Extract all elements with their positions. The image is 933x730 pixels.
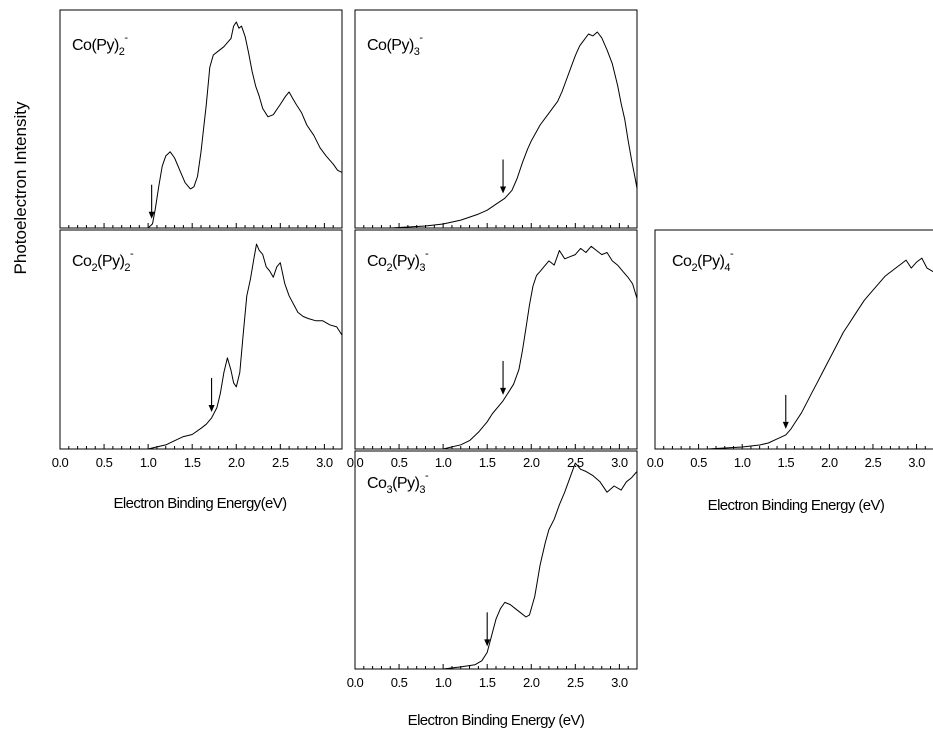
panel-co-py2: Co(Py)2- (59, 9, 343, 229)
panel-co2-py2: Co2(Py)2- 0.0 0.5 1.0 1.5 2.0 2.5 3.0 (52, 229, 343, 470)
spectrum-trace (355, 31, 638, 229)
x-axis-label-left: Electron Binding Energy(eV) (113, 495, 287, 512)
threshold-arrow-head (782, 421, 789, 429)
panel-co2-py4: Co2(Py)4- 0.0 0.5 1.0 1.5 2.0 2.5 3.0 (647, 229, 933, 470)
x-tick-label: 2.5 (272, 455, 289, 470)
x-tick-label: 0.5 (96, 455, 113, 470)
threshold-arrow-head (484, 639, 491, 647)
species-label: Co3(Py)3- (367, 470, 429, 496)
x-axis-label-middle: Electron Binding Energy (eV) (408, 712, 585, 729)
species-label: Co2(Py)2- (72, 248, 134, 274)
x-tick-label: 1.5 (184, 455, 201, 470)
x-tick-label: 3.0 (316, 455, 333, 470)
x-tick-label: 0.5 (391, 675, 408, 690)
x-tick-label: 0.0 (347, 675, 364, 690)
x-tick-label: 2.0 (523, 455, 540, 470)
x-tick-label: 0.5 (391, 455, 408, 470)
x-tick-label: 3.0 (908, 455, 925, 470)
x-axis-label-right: Electron Binding Energy (eV) (708, 497, 885, 514)
threshold-arrow-head (500, 387, 507, 395)
y-axis-label: Photoelectron Intensity (11, 101, 30, 274)
x-tick-label: 1.5 (777, 455, 794, 470)
x-tick-label: 2.5 (865, 455, 882, 470)
spectrum-trace (355, 245, 638, 450)
panel-co2-py3: Co2(Py)3-0.0 0.5 1.0 1.5 2.0 2.5 3.0 (347, 229, 638, 470)
threshold-arrow-head (208, 404, 215, 412)
spectrum-trace (60, 243, 343, 450)
x-tick-label: 3.0 (611, 675, 628, 690)
spectrum-trace (355, 462, 638, 670)
x-tick-label: 0.5 (690, 455, 707, 470)
panel-co-py3: Co(Py)3- (354, 9, 638, 229)
x-tick-label: 2.5 (567, 455, 584, 470)
spectra-panels: Co(Py)2- Co(Py)3- Co2(Py)2- 0.0 0.5 1.0 1.5 2.0… (52, 9, 933, 690)
x-tick-label: 2.0 (228, 455, 245, 470)
x-tick-label: 1.0 (435, 455, 452, 470)
x-tick-label: 1.0 (435, 675, 452, 690)
panel-co3-py3: Co3(Py)3- 0.0 0.5 1.0 1.5 2.0 2.5 3.0 (347, 450, 638, 690)
x-tick-label: 0.0 (52, 455, 69, 470)
x-tick-label: 0.0 (647, 455, 664, 470)
x-tick-label: 3.0 (611, 455, 628, 470)
species-label: Co(Py)2- (72, 32, 128, 58)
x-tick-label: 1.5 (479, 455, 496, 470)
x-tick-label: 2.5 (567, 675, 584, 690)
x-tick-label: 1.0 (734, 455, 751, 470)
spectrum-trace (655, 257, 933, 450)
species-label: Co2(Py)4- (672, 248, 734, 274)
spectrum-trace (60, 21, 343, 229)
x-tick-label: 1.0 (140, 455, 157, 470)
threshold-arrow-head (500, 186, 507, 194)
species-label: Co2(Py)3- (367, 248, 429, 274)
x-tick-label: 1.5 (479, 675, 496, 690)
species-label: Co(Py)3- (367, 32, 423, 58)
x-tick-label: 2.0 (821, 455, 838, 470)
x-tick-label: 2.0 (523, 675, 540, 690)
threshold-arrow-head (148, 211, 155, 219)
